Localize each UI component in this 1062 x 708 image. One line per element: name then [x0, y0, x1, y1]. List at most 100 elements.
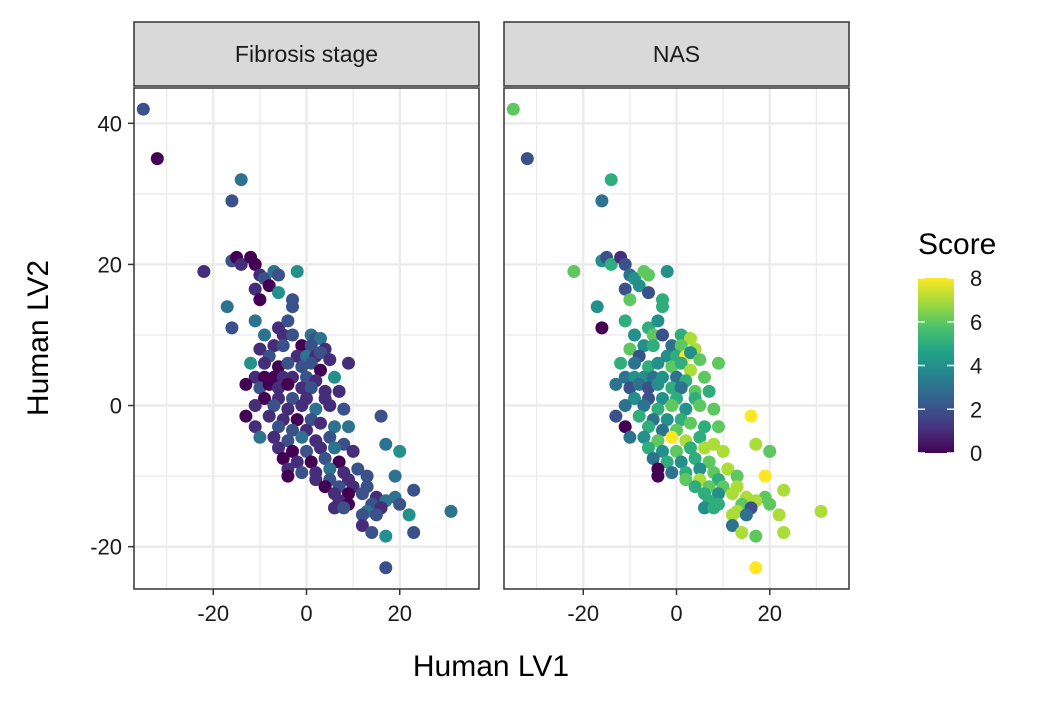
data-point [272, 268, 285, 282]
data-point [281, 469, 295, 483]
data-point [665, 381, 679, 395]
data-point [698, 420, 711, 434]
data-point [604, 173, 618, 187]
data-point [725, 487, 739, 501]
data-point [337, 501, 351, 515]
data-point [314, 416, 327, 430]
data-point [739, 508, 753, 522]
data-point [628, 392, 641, 405]
data-point [304, 455, 318, 469]
data-point [684, 441, 697, 455]
data-point [595, 321, 609, 335]
data-point [623, 293, 637, 307]
data-point [314, 346, 327, 360]
data-point [304, 339, 318, 353]
data-point [197, 265, 211, 278]
data-point [712, 487, 725, 501]
data-point [281, 377, 295, 391]
data-point [684, 346, 697, 360]
data-point [388, 469, 402, 483]
data-point [614, 356, 628, 370]
data-point [712, 356, 725, 370]
data-point [698, 370, 711, 384]
data-point [365, 526, 379, 539]
data-point [665, 430, 679, 444]
data-point [332, 384, 346, 398]
data-point [225, 321, 239, 335]
data-point [688, 480, 702, 494]
data-point [323, 462, 337, 476]
data-point [628, 356, 641, 370]
y-tick-label: -20 [90, 535, 122, 560]
data-point [225, 194, 239, 208]
data-point [674, 381, 688, 395]
data-point [346, 444, 360, 458]
data-point [281, 402, 295, 416]
data-point [623, 342, 637, 356]
data-point [646, 328, 660, 342]
data-point [712, 420, 725, 434]
data-point [290, 455, 304, 469]
data-point [379, 529, 393, 543]
legend-tick-label: 8 [970, 266, 982, 291]
data-point [248, 399, 262, 412]
data-point [660, 265, 674, 278]
data-point [276, 328, 290, 342]
data-point [618, 257, 632, 271]
data-point [744, 409, 758, 423]
data-point [267, 430, 281, 444]
points-fibrosis [136, 102, 458, 575]
data-point [670, 444, 683, 458]
data-point [258, 328, 271, 342]
data-point [604, 257, 618, 271]
color-legend: Score 0 2 4 6 8 [918, 228, 996, 466]
data-point [646, 452, 660, 465]
data-point [520, 152, 534, 166]
x-tick-label: 0 [670, 601, 682, 626]
data-point [244, 356, 258, 370]
data-point [763, 497, 777, 511]
data-point [637, 399, 651, 412]
data-point [632, 409, 646, 423]
legend-ticks: 0 2 4 6 8 [918, 266, 982, 466]
data-point [618, 282, 632, 296]
data-point [698, 501, 711, 515]
data-point [323, 399, 337, 412]
data-point [248, 257, 262, 271]
data-point [318, 452, 332, 465]
data-point [342, 487, 355, 501]
data-point [590, 300, 604, 314]
legend-tick-label: 4 [970, 354, 982, 379]
facet-fibrosis-stage: Fibrosis stage -20 0 20 [133, 21, 480, 626]
data-point [300, 444, 313, 458]
x-tick-label: -20 [197, 601, 229, 626]
facet-title-fibrosis: Fibrosis stage [235, 41, 378, 67]
data-point [651, 377, 665, 391]
y-tick-label: 20 [98, 252, 122, 277]
legend-tick-label: 0 [970, 441, 982, 466]
data-point [234, 257, 248, 271]
data-point [248, 282, 262, 296]
data-point [749, 561, 763, 575]
data-point [286, 392, 299, 405]
data-point [290, 265, 304, 278]
data-point [309, 473, 323, 487]
data-point [628, 328, 641, 342]
data-point [749, 437, 763, 451]
data-point [618, 399, 632, 412]
data-point [684, 363, 697, 377]
data-point [637, 430, 651, 444]
data-point [337, 402, 351, 416]
data-point [632, 279, 646, 293]
x-axis-title: Human LV1 [413, 650, 569, 683]
data-point [355, 519, 369, 532]
data-point [328, 441, 341, 455]
data-point [444, 504, 458, 518]
data-point [679, 402, 693, 416]
data-point [656, 423, 669, 437]
x-tick-label: 0 [300, 601, 312, 626]
data-point [314, 332, 327, 345]
data-point [323, 430, 337, 444]
data-point [360, 469, 374, 483]
data-point [309, 402, 323, 416]
